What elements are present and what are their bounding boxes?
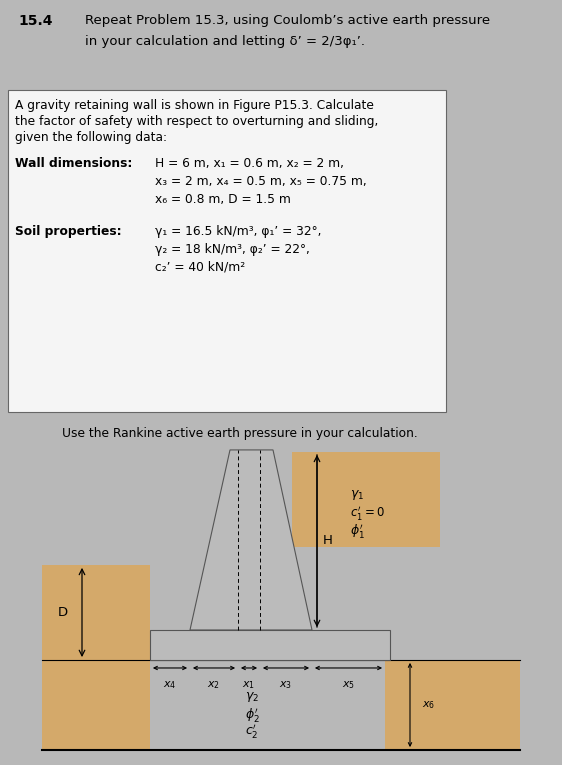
Text: Wall dimensions:: Wall dimensions: <box>15 157 133 170</box>
Text: $\gamma_2$: $\gamma_2$ <box>245 690 259 704</box>
Bar <box>385 660 520 750</box>
Text: Soil properties:: Soil properties: <box>15 225 121 238</box>
Text: $c_1' = 0$: $c_1' = 0$ <box>350 504 385 522</box>
Text: 15.4: 15.4 <box>18 14 52 28</box>
Text: $c_2'$: $c_2'$ <box>245 722 259 740</box>
Text: D: D <box>58 607 68 620</box>
Bar <box>150 630 390 660</box>
Polygon shape <box>190 450 312 630</box>
Text: γ₁ = 16.5 kN/m³, φ₁’ = 32°,: γ₁ = 16.5 kN/m³, φ₁’ = 32°, <box>155 225 321 238</box>
Text: $x_5$: $x_5$ <box>342 679 355 691</box>
Bar <box>8 90 446 412</box>
Text: x₆ = 0.8 m, D = 1.5 m: x₆ = 0.8 m, D = 1.5 m <box>155 193 291 206</box>
Text: H: H <box>323 535 333 548</box>
Text: Use the Rankine active earth pressure in your calculation.: Use the Rankine active earth pressure in… <box>62 427 418 440</box>
Text: $x_3$: $x_3$ <box>279 679 293 691</box>
Text: $x_6$: $x_6$ <box>422 699 435 711</box>
Text: $\phi_2'$: $\phi_2'$ <box>244 706 260 724</box>
Text: c₂’ = 40 kN/m²: c₂’ = 40 kN/m² <box>155 261 245 274</box>
Bar <box>42 565 150 660</box>
Text: $\gamma_1$: $\gamma_1$ <box>350 488 364 502</box>
Text: γ₂ = 18 kN/m³, φ₂’ = 22°,: γ₂ = 18 kN/m³, φ₂’ = 22°, <box>155 243 310 256</box>
Text: given the following data:: given the following data: <box>15 131 167 144</box>
Bar <box>42 660 150 750</box>
Text: in your calculation and letting δ’ = 2/3φ₁’.: in your calculation and letting δ’ = 2/3… <box>85 35 365 48</box>
Text: H = 6 m, x₁ = 0.6 m, x₂ = 2 m,: H = 6 m, x₁ = 0.6 m, x₂ = 2 m, <box>155 157 344 170</box>
Text: $x_1$: $x_1$ <box>242 679 256 691</box>
Text: A gravity retaining wall is shown in Figure P15.3. Calculate: A gravity retaining wall is shown in Fig… <box>15 99 374 112</box>
Text: $x_2$: $x_2$ <box>207 679 220 691</box>
Text: x₃ = 2 m, x₄ = 0.5 m, x₅ = 0.75 m,: x₃ = 2 m, x₄ = 0.5 m, x₅ = 0.75 m, <box>155 175 367 188</box>
Bar <box>292 452 440 547</box>
Text: $\phi_1'$: $\phi_1'$ <box>350 522 365 540</box>
Text: $x_4$: $x_4$ <box>164 679 176 691</box>
Text: Repeat Problem 15.3, using Coulomb’s active earth pressure: Repeat Problem 15.3, using Coulomb’s act… <box>85 14 490 27</box>
Text: the factor of safety with respect to overturning and sliding,: the factor of safety with respect to ove… <box>15 115 378 128</box>
